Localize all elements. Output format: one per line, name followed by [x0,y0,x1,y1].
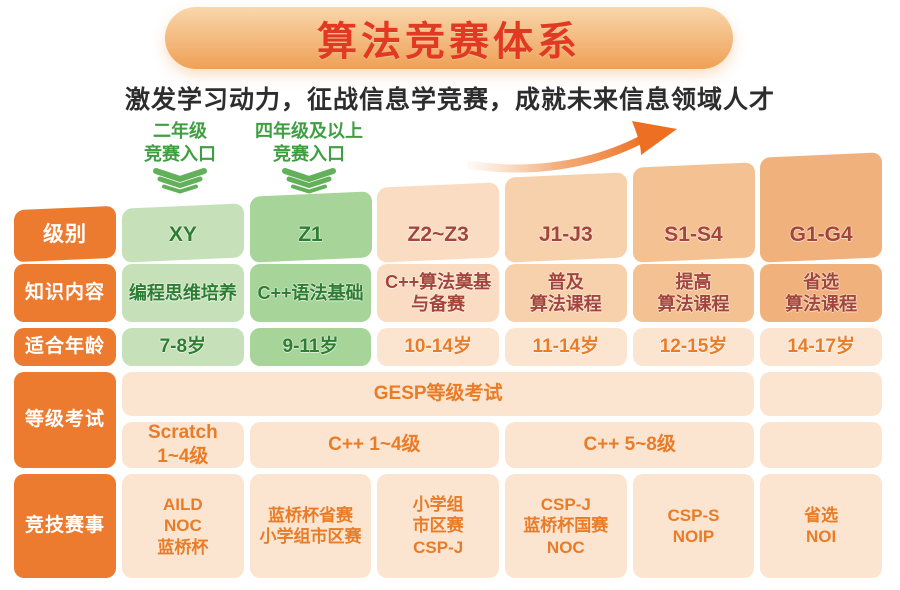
level-cell-z1: Z1 [249,191,372,263]
exam-cell-cpp-5-8: C++ 5~8级 [504,422,755,468]
exam-cell-gesp: GESP等级考试 [122,372,755,416]
row-header-age: 适合年龄 [14,328,116,366]
competition-cell: 蓝桥杯省赛 小学组市区赛 [249,474,372,578]
knowledge-cell: 省选 算法课程 [760,264,882,322]
page-title: 算法竞赛体系 [317,20,581,64]
knowledge-cell: C++算法奠基 与备赛 [377,264,499,322]
age-cell: 7-8岁 [122,328,244,366]
exam-cell-cpp-1-4: C++ 1~4级 [249,422,499,468]
curriculum-table: 级别 XY Z1 Z2~Z3 J1-J3 S1-S4 G1-G4 知识内容 编程… [14,152,882,578]
row-header-exams: 等级考试 [14,372,116,468]
level-cell-s1s4: S1-S4 [632,162,755,263]
entry-label-grade2: 二年级 竞赛入口 [144,121,216,165]
level-cell-z2z3: Z2~Z3 [377,182,499,263]
row-header-level: 级别 [14,205,116,263]
cell-background [504,172,627,263]
competition-cell: 省选 NOI [760,474,882,578]
row-header-competitions: 竞技赛事 [14,474,116,578]
age-cell: 14-17岁 [760,328,882,366]
exam-empty-cell [760,372,882,416]
chevron-down-icon [153,168,207,194]
exam-empty-cell [760,422,882,468]
level-cell-j1j3: J1-J3 [504,172,627,263]
level-cell-g1g4: G1-G4 [760,152,882,263]
chevron-down-icon [282,168,336,194]
title-banner: 算法竞赛体系 [165,7,733,69]
age-cell: 11-14岁 [504,328,627,366]
age-cell: 9-11岁 [249,328,372,366]
exam-cell-scratch: Scratch 1~4级 [122,422,244,468]
competition-cell: CSP-S NOIP [632,474,755,578]
row-header-knowledge: 知识内容 [14,264,116,322]
knowledge-cell: 普及 算法课程 [504,264,627,322]
knowledge-cell: C++语法基础 [249,264,372,322]
competition-cell: 小学组 市区赛 CSP-J [377,474,499,578]
knowledge-cell: 编程思维培养 [122,264,244,322]
growth-arrow-icon [467,121,677,173]
competition-cell: CSP-J 蓝桥杯国赛 NOC [504,474,627,578]
knowledge-cell: 提高 算法课程 [632,264,755,322]
page-subtitle: 激发学习动力，征战信息学竞赛，成就未来信息领域人才 [124,86,775,114]
competition-cell: AILD NOC 蓝桥杯 [122,474,244,578]
age-cell: 10-14岁 [377,328,499,366]
level-cell-xy: XY [122,203,244,263]
age-cell: 12-15岁 [632,328,755,366]
entry-label-grade4: 四年级及以上 竞赛入口 [255,121,363,165]
